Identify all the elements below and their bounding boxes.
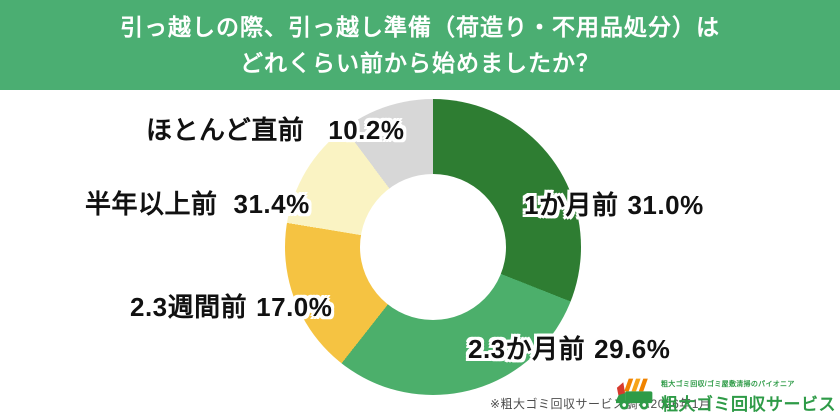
segment-percent: 10.2%: [328, 115, 405, 145]
segment-label-last-minute: ほとんど直前 10.2%: [146, 110, 404, 147]
segment-name: ほとんど直前: [146, 115, 305, 145]
chart-title-line2: どれくらい前から始めましたか？: [240, 50, 600, 76]
logo-text: 粗大ゴミ回収/ゴミ屋敷清掃のパイオニア 粗大ゴミ回収サービス: [661, 379, 836, 415]
segment-label-2-3-weeks: 2.3週間前 17.0%: [130, 287, 332, 324]
logo-tagline: 粗大ゴミ回収/ゴミ屋敷清掃のパイオニア: [661, 381, 795, 388]
segment-label-2-3-months: 2.3か月前 29.6%: [468, 329, 670, 366]
segment-percent: 29.6%: [594, 334, 671, 364]
segment-label-1-month: 1か月前 31.0%: [524, 185, 704, 222]
segment-percent: 31.0%: [627, 190, 704, 220]
segment-name: 半年以上前: [85, 189, 218, 219]
segment-name: 2.3か月前: [468, 334, 586, 364]
logo-brand-name: 粗大ゴミ回収サービス: [661, 395, 836, 414]
brand-logo: 粗大ゴミ回収/ゴミ屋敷清掃のパイオニア 粗大ゴミ回収サービス: [614, 375, 836, 415]
segment-percent: 31.4%: [233, 189, 310, 219]
segment-percent: 17.0%: [256, 292, 333, 322]
donut-hole: [360, 174, 506, 320]
survey-source-footnote: ※粗大ゴミ回収サービス調べ2026年1月: [490, 397, 712, 411]
header-band: 引っ越しの際、引っ越し準備（荷造り・不用品処分）は どれくらい前から始めましたか…: [0, 0, 840, 90]
segment-name: 2.3週間前: [130, 292, 248, 322]
segment-label-half-year: 半年以上前 31.4%: [85, 184, 310, 221]
truck-icon: [616, 378, 653, 410]
chart-title-line1: 引っ越しの際、引っ越し準備（荷造り・不用品処分）は: [120, 14, 720, 40]
segment-name: 1か月前: [524, 190, 619, 220]
